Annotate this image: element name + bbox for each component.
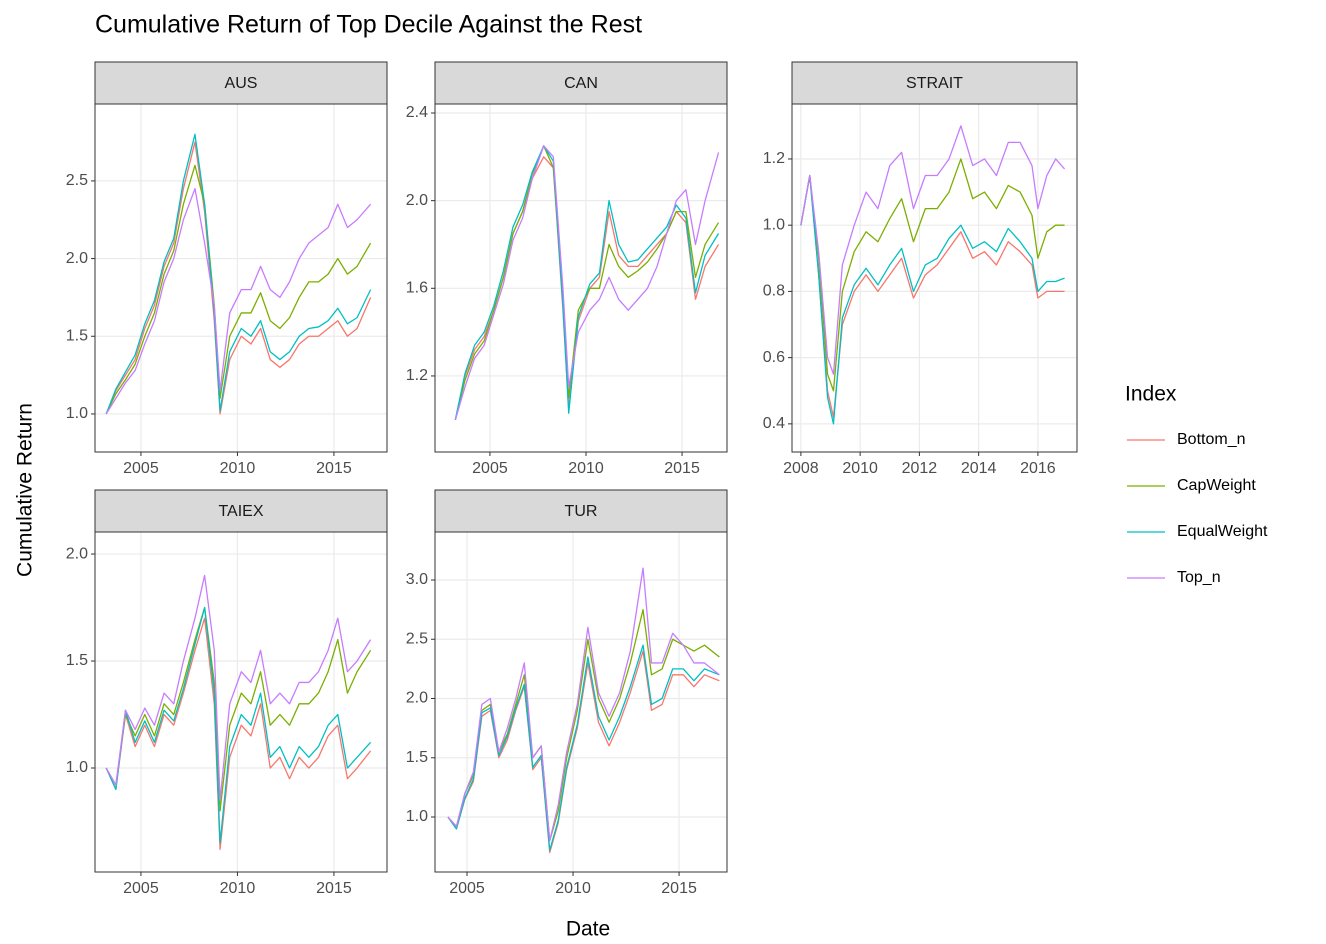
series-line: [105, 617, 372, 850]
x-tick-label: 2015: [316, 880, 352, 897]
strip: [434, 489, 728, 533]
y-tick-label: 1.0: [763, 216, 785, 233]
chart-title: Cumulative Return of Top Decile Against …: [95, 11, 642, 39]
legend-label: EqualWeight: [1177, 523, 1268, 540]
panel-background: [95, 532, 387, 872]
y-tick-label: 1.2: [406, 367, 428, 384]
x-axis-title: Date: [566, 918, 610, 941]
strip-label: AUS: [225, 75, 258, 92]
series-line: [105, 141, 372, 415]
strip: [94, 61, 388, 105]
series-line: [105, 164, 372, 415]
x-tick-label: 2015: [664, 460, 700, 477]
y-axis-title: Cumulative Return: [14, 403, 37, 577]
series-line: [105, 133, 372, 415]
x-tick-label: 2005: [123, 880, 159, 897]
legend-label: CapWeight: [1177, 477, 1256, 494]
y-tick-label: 3.0: [406, 571, 428, 588]
x-tick-label: 2005: [472, 460, 508, 477]
series-line: [454, 145, 720, 420]
strip: [791, 61, 1078, 105]
y-tick-label: 1.5: [66, 327, 88, 344]
x-tick-label: 2005: [449, 880, 485, 897]
strip-label: STRAIT: [906, 75, 963, 92]
y-tick-label: 1.0: [66, 759, 88, 776]
y-tick-label: 0.4: [763, 415, 785, 432]
x-tick-label: 2012: [902, 460, 938, 477]
x-tick-label: 2010: [220, 460, 256, 477]
y-tick-label: 0.8: [763, 283, 785, 300]
y-tick-label: 2.0: [406, 690, 428, 707]
series-line: [800, 125, 1066, 375]
series-line: [105, 188, 372, 415]
strip-label: TAIEX: [218, 503, 263, 520]
x-tick-label: 2010: [555, 880, 591, 897]
panel-background: [435, 104, 727, 452]
legend-label: Top_n: [1177, 569, 1221, 586]
y-tick-label: 2.0: [406, 192, 428, 209]
y-tick-label: 1.6: [406, 280, 428, 297]
y-tick-label: 1.0: [66, 405, 88, 422]
series-line: [447, 644, 720, 851]
y-tick-label: 2.4: [406, 104, 428, 121]
legend-title: Index: [1125, 383, 1177, 406]
x-tick-label: 2010: [568, 460, 604, 477]
y-tick-label: 2.5: [66, 172, 88, 189]
y-tick-label: 2.0: [66, 250, 88, 267]
strip: [434, 61, 728, 105]
y-tick-label: 1.0: [406, 808, 428, 825]
strip-label: CAN: [564, 75, 598, 92]
x-tick-label: 2016: [1020, 460, 1056, 477]
series-line: [447, 608, 720, 842]
x-tick-label: 2015: [316, 460, 352, 477]
y-tick-label: 2.0: [66, 545, 88, 562]
series-line: [105, 574, 372, 801]
strip: [94, 489, 388, 533]
y-tick-label: 0.6: [763, 349, 785, 366]
y-tick-label: 1.5: [66, 652, 88, 669]
series-line: [105, 606, 372, 812]
series-line: [800, 174, 1065, 425]
legend-label: Bottom_n: [1177, 431, 1245, 448]
x-tick-label: 2015: [661, 880, 697, 897]
strip-label: TUR: [565, 503, 598, 520]
y-tick-label: 1.2: [763, 150, 785, 167]
series-line: [105, 606, 372, 844]
x-tick-label: 2010: [842, 460, 878, 477]
x-tick-label: 2010: [220, 880, 256, 897]
y-tick-label: 1.5: [406, 749, 428, 766]
y-tick-label: 2.5: [406, 630, 428, 647]
x-tick-label: 2005: [123, 460, 159, 477]
series-line: [447, 567, 720, 842]
x-tick-label: 2008: [783, 460, 819, 477]
panel-background: [95, 104, 387, 452]
x-tick-label: 2014: [961, 460, 997, 477]
series-line: [800, 158, 1065, 392]
